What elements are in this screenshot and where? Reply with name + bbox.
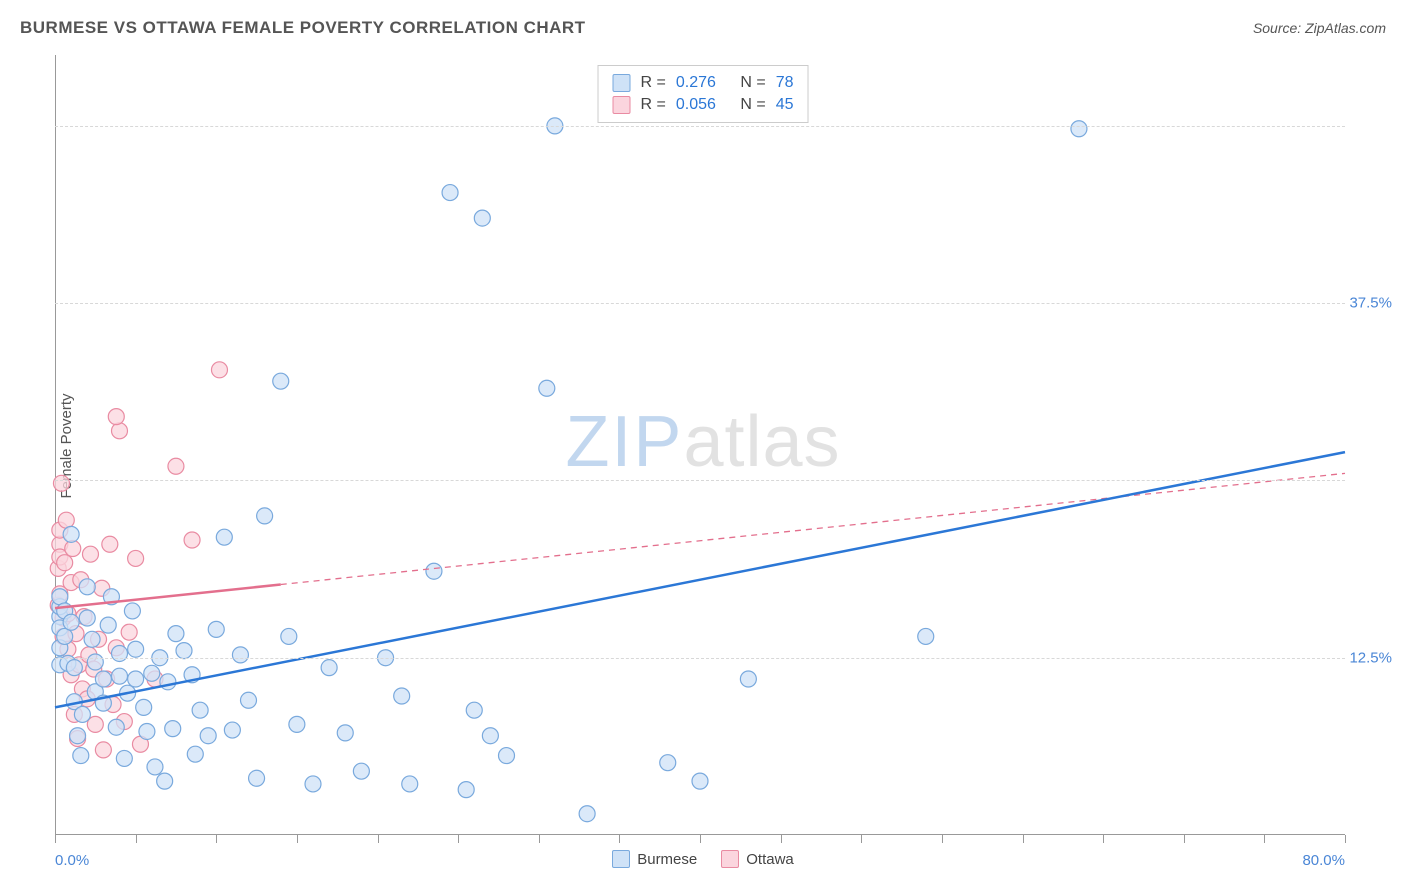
legend-item-ottawa: Ottawa: [721, 850, 794, 868]
ottawa-legend-label: Ottawa: [746, 851, 794, 868]
burmese-legend-swatch: [612, 850, 630, 868]
stats-row-burmese: R = 0.276 N = 78: [613, 72, 794, 94]
burmese-legend-label: Burmese: [637, 851, 697, 868]
x-tick-label: 80.0%: [1302, 852, 1345, 869]
x-tick-label: 0.0%: [55, 852, 89, 869]
series-legend: Burmese Ottawa: [0, 850, 1406, 868]
stats-row-ottawa: R = 0.056 N = 45: [613, 94, 794, 116]
legend-item-burmese: Burmese: [612, 850, 697, 868]
y-tick-label: 37.5%: [1349, 295, 1392, 312]
ottawa-legend-swatch: [721, 850, 739, 868]
ottawa-swatch: [613, 96, 631, 114]
stats-legend: R = 0.276 N = 78 R = 0.056 N = 45: [598, 65, 809, 123]
scatter-plot: [55, 55, 1345, 835]
burmese-swatch: [613, 74, 631, 92]
source-credit: Source: ZipAtlas.com: [1253, 20, 1386, 36]
y-tick-label: 12.5%: [1349, 649, 1392, 666]
chart-title: BURMESE VS OTTAWA FEMALE POVERTY CORRELA…: [20, 18, 586, 38]
